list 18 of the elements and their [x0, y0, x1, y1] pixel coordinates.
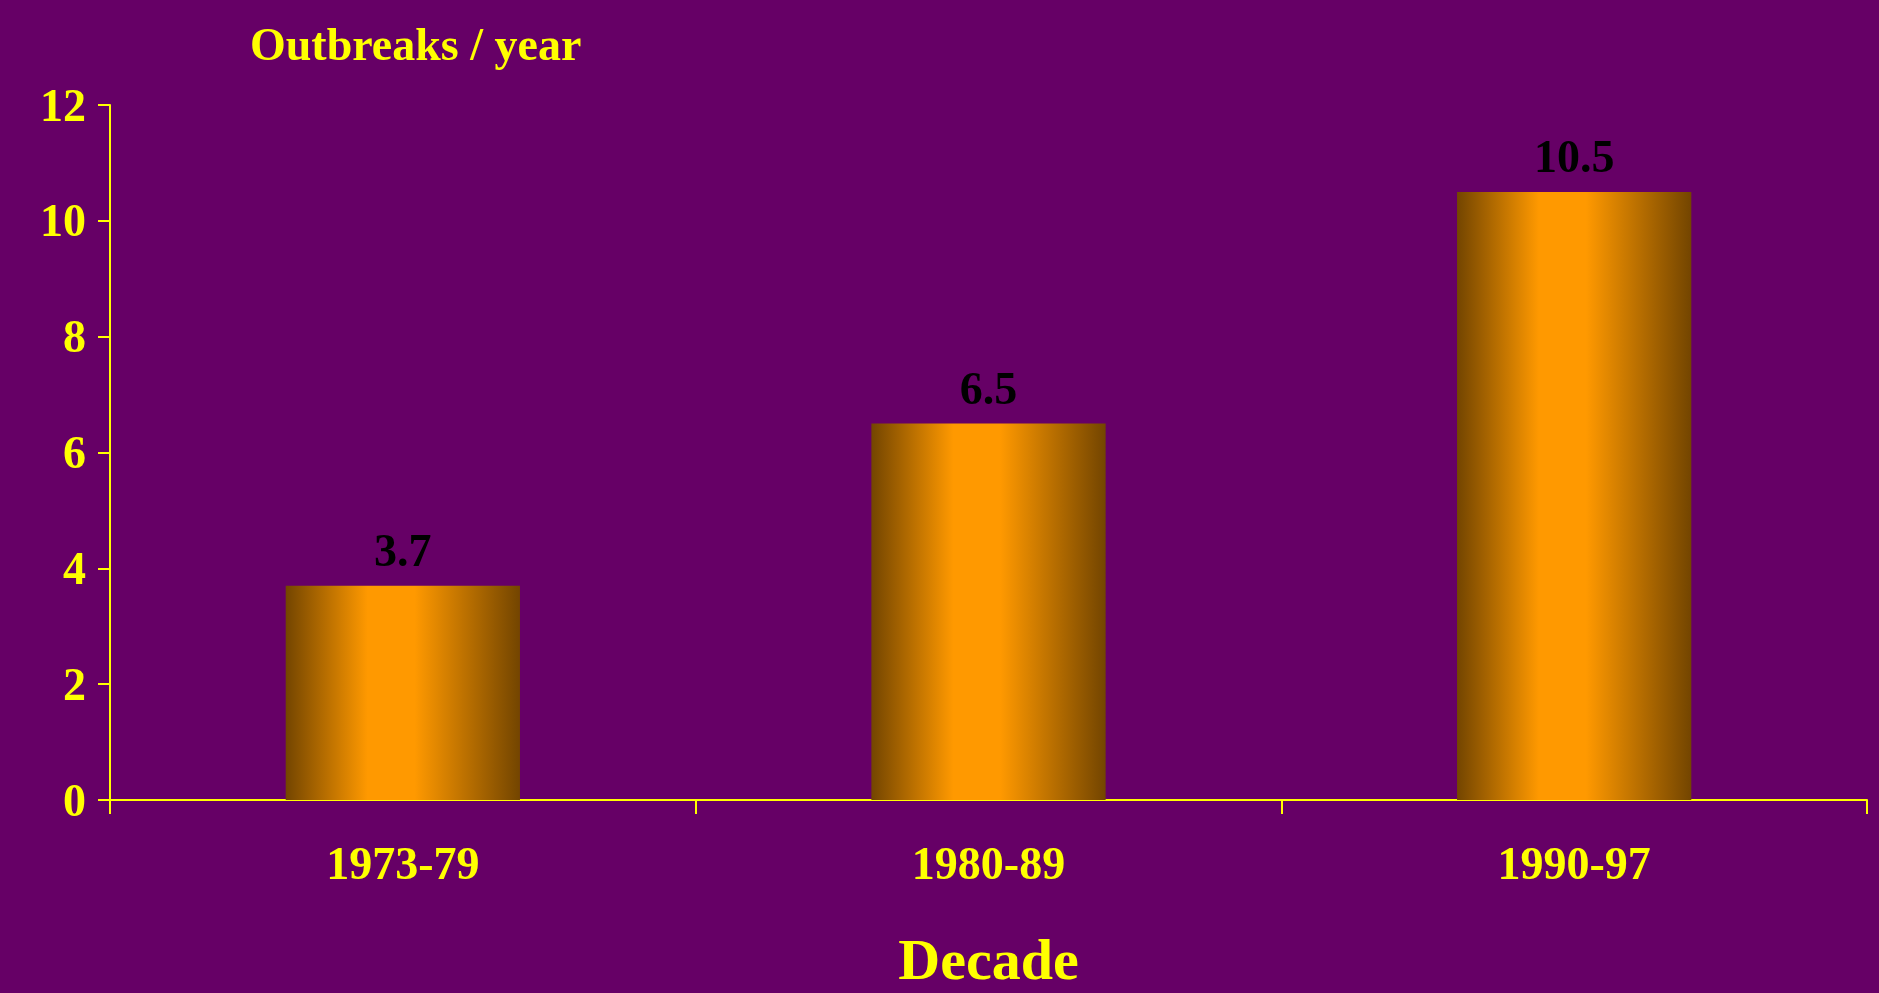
data-label: 6.5: [959, 363, 1018, 415]
y-tick-label: 6: [63, 427, 86, 478]
x-tick-label: 1980-89: [911, 837, 1066, 889]
y-axis-title: Outbreaks / year: [250, 18, 582, 70]
y-tick-label: 4: [63, 542, 86, 594]
y-tick-label: 10: [40, 195, 86, 247]
y-tick-label: 2: [63, 658, 86, 710]
x-tick-label: 1990-97: [1497, 837, 1651, 889]
bar: [1457, 191, 1692, 800]
y-tick-label: 8: [63, 311, 86, 363]
data-label: 3.7: [374, 525, 432, 577]
y-tick-label: 12: [40, 79, 86, 131]
data-label: 10.5: [1533, 131, 1615, 183]
x-tick-label: 1973-79: [326, 837, 480, 889]
bar: [871, 423, 1106, 800]
x-axis-title: Decade: [898, 926, 1079, 992]
bar: [285, 585, 520, 800]
y-tick-label: 0: [63, 774, 86, 826]
